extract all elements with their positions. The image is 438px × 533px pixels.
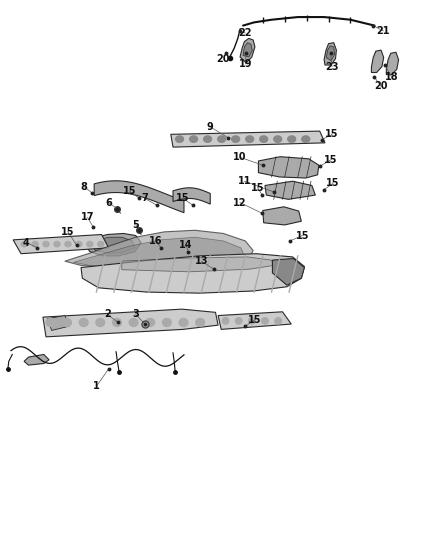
Polygon shape — [326, 46, 335, 61]
Polygon shape — [65, 230, 253, 273]
Ellipse shape — [146, 318, 155, 326]
Polygon shape — [240, 38, 255, 63]
Text: 8: 8 — [81, 182, 88, 191]
Ellipse shape — [176, 136, 184, 142]
Polygon shape — [258, 157, 319, 178]
Ellipse shape — [190, 136, 198, 142]
Text: 17: 17 — [81, 213, 94, 222]
Text: 13: 13 — [195, 256, 208, 266]
Polygon shape — [85, 233, 141, 256]
Ellipse shape — [63, 318, 71, 326]
Text: 2: 2 — [104, 310, 111, 319]
Ellipse shape — [79, 318, 88, 326]
Polygon shape — [265, 181, 315, 199]
Text: 19: 19 — [239, 59, 252, 69]
Text: 15: 15 — [248, 315, 261, 325]
Text: 15: 15 — [177, 193, 190, 203]
Text: 12: 12 — [233, 198, 247, 207]
Text: 15: 15 — [61, 227, 74, 237]
Text: 15: 15 — [251, 183, 264, 192]
Polygon shape — [272, 259, 304, 285]
Ellipse shape — [260, 136, 268, 142]
Text: 7: 7 — [141, 193, 148, 203]
Polygon shape — [173, 188, 210, 204]
Text: 15: 15 — [123, 186, 136, 196]
Ellipse shape — [236, 318, 242, 324]
Text: 15: 15 — [325, 130, 339, 139]
Text: 6: 6 — [105, 198, 112, 207]
Polygon shape — [324, 43, 336, 65]
Ellipse shape — [246, 136, 254, 142]
Polygon shape — [81, 254, 304, 293]
Ellipse shape — [32, 241, 38, 247]
Ellipse shape — [302, 136, 310, 142]
Text: 21: 21 — [377, 26, 390, 36]
Ellipse shape — [232, 136, 240, 142]
Polygon shape — [94, 181, 184, 213]
Polygon shape — [47, 316, 69, 330]
Text: 15: 15 — [296, 231, 309, 240]
Ellipse shape — [162, 318, 171, 326]
Ellipse shape — [274, 136, 282, 142]
Polygon shape — [171, 131, 325, 147]
Text: 11: 11 — [238, 176, 251, 186]
Text: 16: 16 — [149, 236, 162, 246]
Text: 20: 20 — [217, 54, 230, 63]
Polygon shape — [122, 257, 274, 272]
Ellipse shape — [76, 241, 82, 247]
Ellipse shape — [43, 241, 49, 247]
Ellipse shape — [54, 241, 60, 247]
Ellipse shape — [262, 318, 268, 324]
Polygon shape — [74, 237, 244, 271]
Polygon shape — [91, 237, 135, 253]
Polygon shape — [386, 52, 399, 75]
Ellipse shape — [98, 241, 104, 247]
Ellipse shape — [179, 318, 188, 326]
Text: 14: 14 — [180, 240, 193, 250]
Ellipse shape — [218, 136, 226, 142]
Text: 3: 3 — [132, 310, 139, 319]
Ellipse shape — [113, 318, 121, 326]
Ellipse shape — [96, 318, 105, 326]
Ellipse shape — [196, 318, 205, 326]
Polygon shape — [24, 354, 49, 365]
Polygon shape — [263, 207, 301, 225]
Ellipse shape — [204, 136, 212, 142]
Text: 22: 22 — [239, 28, 252, 38]
Text: 4: 4 — [23, 238, 30, 247]
Ellipse shape — [275, 318, 282, 324]
Text: 9: 9 — [207, 122, 214, 132]
Ellipse shape — [21, 241, 27, 247]
Ellipse shape — [129, 318, 138, 326]
Polygon shape — [218, 312, 291, 329]
Ellipse shape — [249, 318, 255, 324]
Polygon shape — [13, 235, 109, 254]
Polygon shape — [43, 309, 218, 337]
Text: 20: 20 — [374, 82, 388, 91]
Ellipse shape — [65, 241, 71, 247]
Text: 1: 1 — [93, 382, 100, 391]
Ellipse shape — [87, 241, 93, 247]
Polygon shape — [243, 43, 252, 57]
Text: 23: 23 — [325, 62, 339, 71]
Ellipse shape — [288, 136, 296, 142]
Text: 15: 15 — [326, 179, 339, 188]
Ellipse shape — [46, 318, 55, 326]
Polygon shape — [371, 50, 384, 72]
Text: 18: 18 — [385, 72, 399, 82]
Text: 15: 15 — [324, 155, 337, 165]
Text: 5: 5 — [132, 220, 139, 230]
Text: 10: 10 — [233, 152, 247, 162]
Ellipse shape — [222, 318, 229, 324]
